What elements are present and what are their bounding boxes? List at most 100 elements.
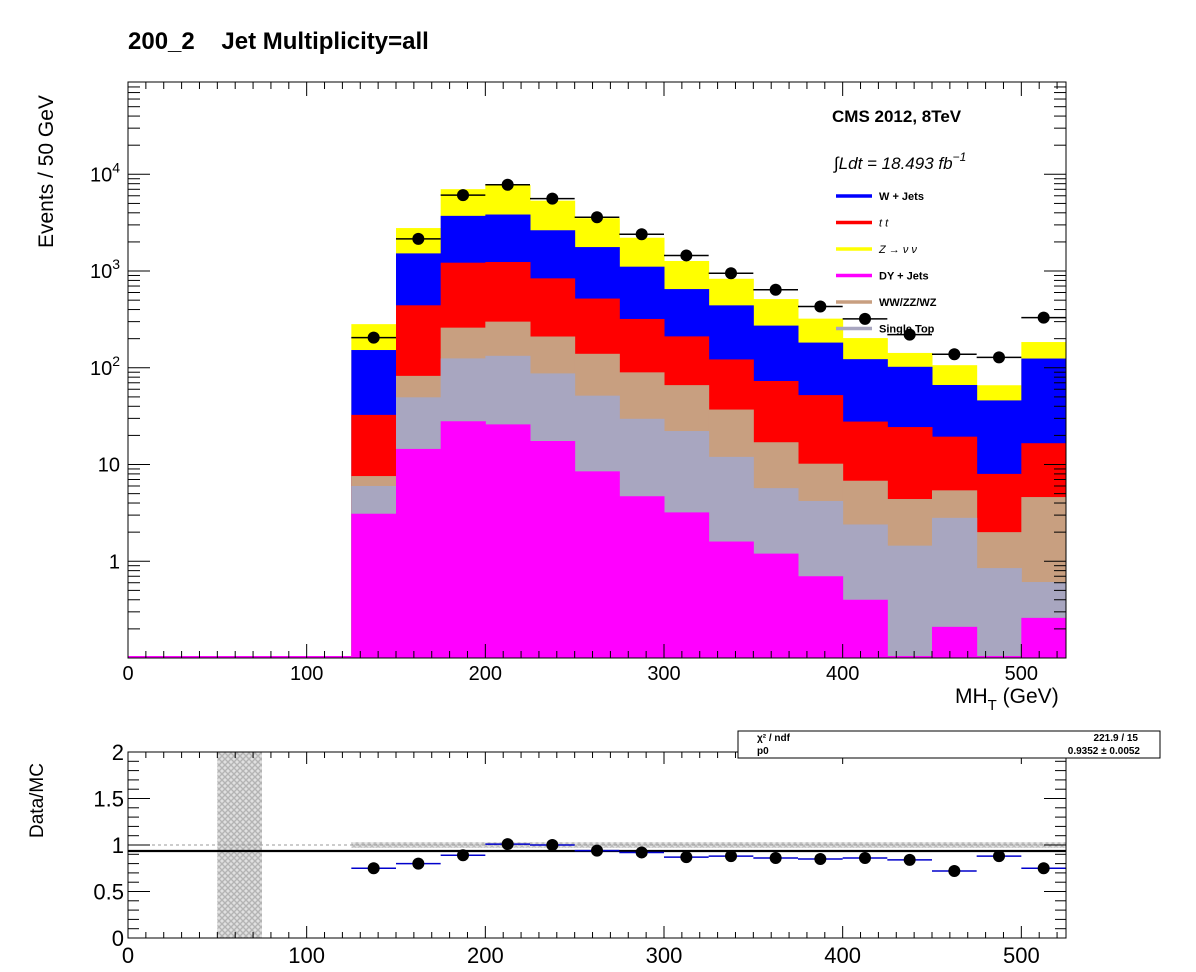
data-point: [814, 300, 827, 313]
legend-item: W + Jets: [836, 191, 924, 203]
legend-label: WW/ZZ/WZ: [879, 297, 937, 309]
ratio-x-tick-label: 500: [1003, 943, 1040, 968]
bar: [351, 513, 397, 658]
legend-label: Single Top: [879, 324, 935, 336]
luminosity-label: ∫Ldt = 18.493 fb−1: [833, 150, 966, 173]
ratio-point: [814, 852, 827, 865]
legend-item: t t: [836, 218, 889, 230]
ratio-point: [948, 865, 961, 878]
luminosity-text: ∫Ldt = 18.493 fb: [833, 154, 953, 173]
data-point: [412, 232, 425, 245]
y-tick-base: 10: [90, 358, 112, 380]
main-axis-ticks: [127, 81, 1066, 659]
legend-label: t t: [879, 218, 889, 230]
ratio-point: [367, 862, 380, 875]
ratio-point: [993, 850, 1005, 863]
experiment-label: CMS 2012, 8TeV: [832, 107, 962, 126]
bar: [932, 626, 978, 658]
data-point: [769, 283, 782, 296]
ratio-y-tick-label: 0: [112, 926, 124, 951]
data-point: [635, 228, 648, 241]
bar: [396, 448, 442, 658]
legend-label: W + Jets: [879, 191, 924, 203]
fit-chi2-label: χ² / ndf: [757, 733, 791, 744]
ratio-x-tick-label: 300: [646, 943, 683, 968]
ratio-y-axis-label: Data/MC: [27, 763, 48, 838]
legend-item: Z → ν ν: [836, 244, 917, 256]
ratio-point: [501, 838, 514, 851]
ratio-point: [769, 852, 782, 865]
ratio-x-tick-labels: 0 100 200 300 400 500: [122, 943, 1040, 968]
ratio-point: [635, 846, 648, 859]
ratio-x-tick-label: 0: [122, 943, 134, 968]
x-tick-label: 300: [647, 663, 680, 685]
uncertainty-band-mc: [351, 842, 1066, 848]
data-point: [501, 178, 514, 191]
main-plot-frame: [127, 81, 1067, 659]
ratio-point: [903, 853, 916, 866]
ratio-x-tick-label: 400: [824, 943, 861, 968]
y-tick-exponent: 2: [112, 353, 120, 369]
legend-label: DY + Jets: [879, 271, 929, 283]
legend-item: WW/ZZ/WZ: [836, 297, 937, 309]
series-0: [128, 421, 1067, 658]
y-axis-label: Events / 50 GeV: [35, 95, 58, 248]
bar: [753, 553, 799, 658]
chart-title: 200_2 Jet Multiplicity=all: [128, 28, 429, 55]
ratio-point: [412, 857, 425, 870]
y-tick-label: 102: [90, 353, 120, 380]
fit-chi2-value: 221.9 / 15: [1094, 733, 1139, 744]
bar: [798, 576, 844, 658]
y-tick-label: 103: [90, 256, 120, 283]
fit-stats-box: χ² / ndf 221.9 / 15 p0 0.9352 ± 0.0052: [737, 730, 1161, 759]
x-tick-label: 400: [826, 663, 859, 685]
ratio-points: [367, 838, 1050, 878]
bar: [887, 656, 932, 658]
bar: [708, 541, 754, 658]
stacked-histogram: [128, 185, 1067, 659]
fit-p0-label: p0: [757, 746, 769, 757]
ratio-x-tick-label: 100: [288, 943, 325, 968]
ratio-y-tick-label: 2: [112, 740, 124, 765]
luminosity-exponent: −1: [953, 150, 967, 164]
bar: [664, 512, 710, 658]
x-axis-label-main: MH: [955, 685, 988, 708]
bar: [440, 421, 486, 658]
ratio-point: [457, 849, 469, 862]
legend-item: DY + Jets: [836, 271, 929, 283]
x-tick-label: 200: [469, 663, 502, 685]
legend: W + Jets t t Z → ν ν DY + Jets WW/ZZ/WZ Singl…: [836, 191, 937, 336]
main-x-tick-labels: 0 100 200 300 400 500: [122, 663, 1038, 685]
data-point: [993, 351, 1005, 364]
ratio-y-tick-label: 0.5: [93, 880, 124, 905]
data-point: [859, 312, 871, 325]
ratio-plot: 0 100 200 300 400 500 0 0.5 1 1.5 2 Data/MC χ² / …: [27, 730, 1161, 968]
data-point: [546, 192, 559, 205]
ratio-x-tick-label: 200: [467, 943, 504, 968]
y-tick-label: 104: [90, 159, 120, 186]
x-axis-label-sub: T: [988, 697, 997, 714]
bar: [128, 656, 352, 658]
bar: [842, 599, 888, 658]
bar: [976, 568, 1022, 658]
y-tick-exponent: 3: [112, 256, 120, 272]
bar: [574, 471, 620, 658]
x-axis-label-unit: (GeV): [997, 685, 1059, 708]
data-point: [367, 331, 380, 344]
bar: [619, 496, 665, 658]
data-point: [725, 267, 737, 280]
ratio-point: [859, 852, 871, 865]
y-tick-base: 10: [90, 261, 112, 283]
data-point: [591, 211, 603, 224]
ratio-point: [725, 850, 737, 863]
x-axis-label: MHT (GeV): [955, 685, 1059, 714]
x-tick-label: 100: [290, 663, 323, 685]
ratio-y-tick-label: 1: [112, 833, 124, 858]
x-tick-label: 0: [122, 663, 133, 685]
data-point: [1037, 311, 1050, 324]
ratio-point: [591, 844, 603, 857]
y-tick-label: 1: [109, 551, 120, 573]
